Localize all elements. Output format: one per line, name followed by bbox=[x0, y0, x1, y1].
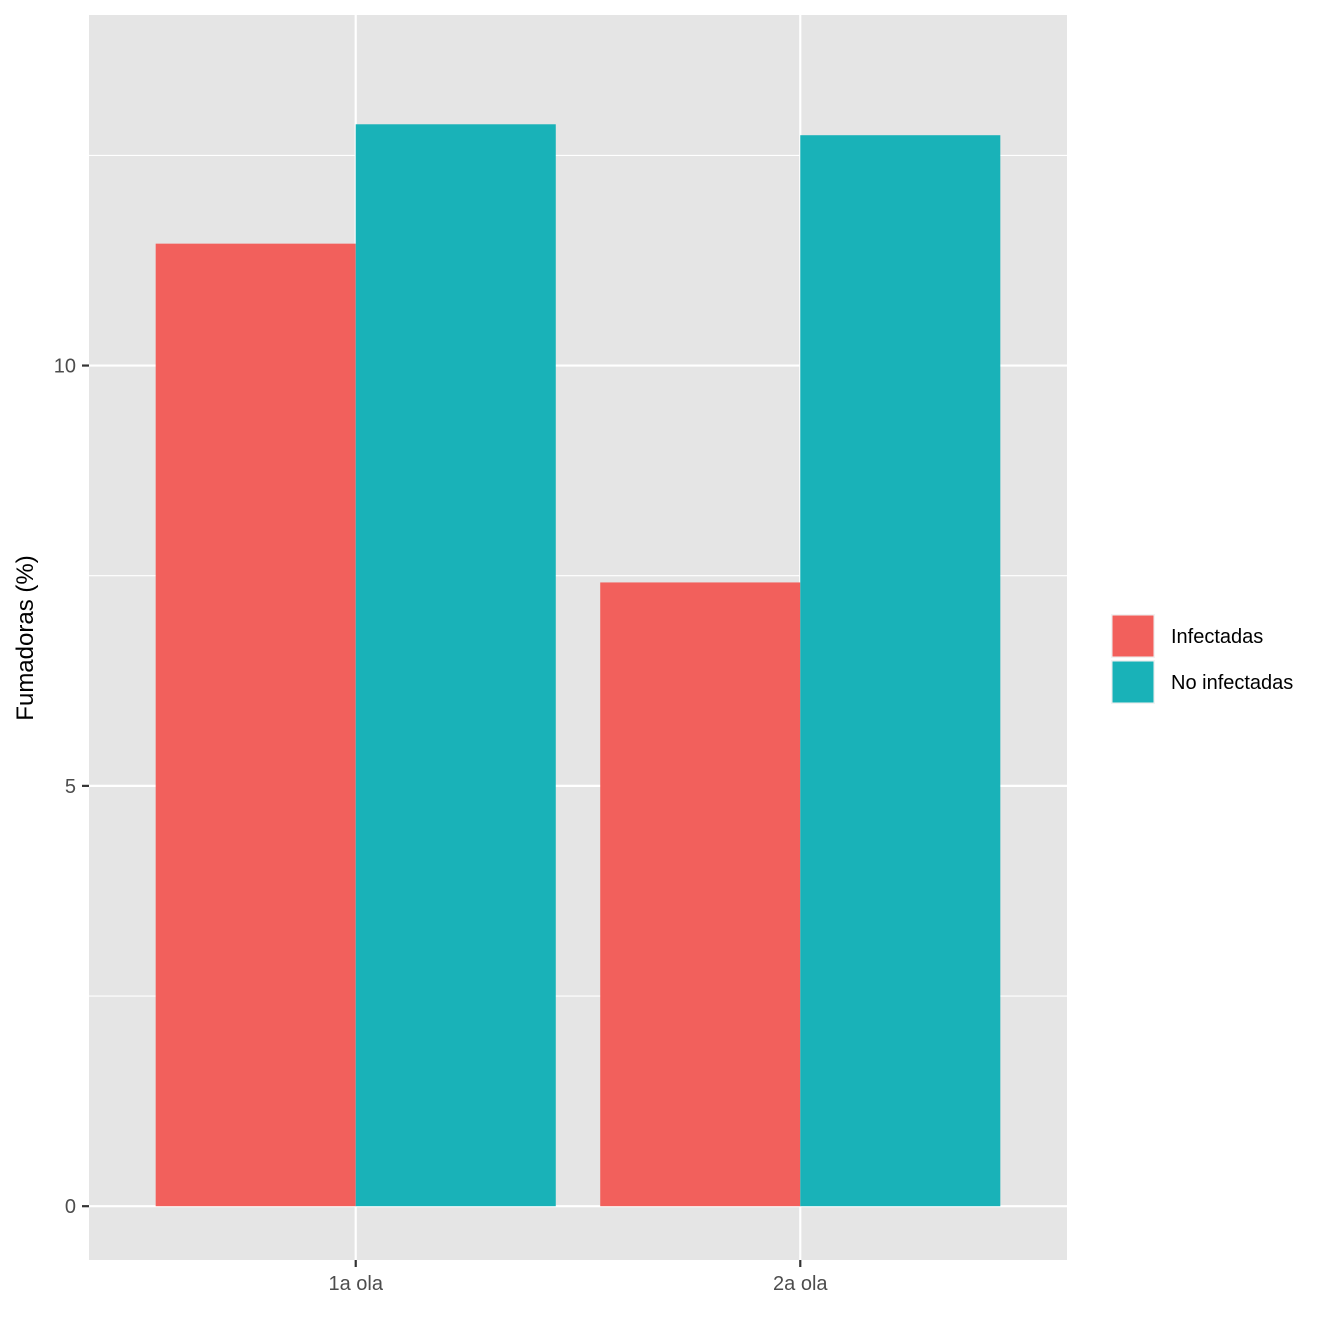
x-tick-label: 1a ola bbox=[328, 1273, 383, 1295]
y-tick-label: 0 bbox=[65, 1196, 76, 1218]
legend: Infectadas No infectadas bbox=[1111, 614, 1293, 704]
legend-label: No infectadas bbox=[1171, 672, 1293, 694]
bar bbox=[800, 135, 1001, 1207]
y-axis-title: Fumadoras (%) bbox=[12, 555, 39, 720]
legend-key-swatch bbox=[1112, 615, 1154, 657]
bar bbox=[155, 243, 356, 1207]
y-tick-label: 5 bbox=[65, 776, 76, 798]
x-tick-label: 2a ola bbox=[773, 1273, 828, 1295]
bar bbox=[355, 124, 556, 1207]
bars-layer bbox=[155, 124, 1001, 1207]
y-tick-label: 10 bbox=[54, 356, 76, 378]
axis-layer: 0 5 10 1a ola 2a ola bbox=[54, 356, 829, 1295]
legend-key-swatch bbox=[1112, 661, 1154, 703]
legend-label: Infectadas bbox=[1171, 626, 1263, 648]
bar bbox=[600, 582, 801, 1207]
